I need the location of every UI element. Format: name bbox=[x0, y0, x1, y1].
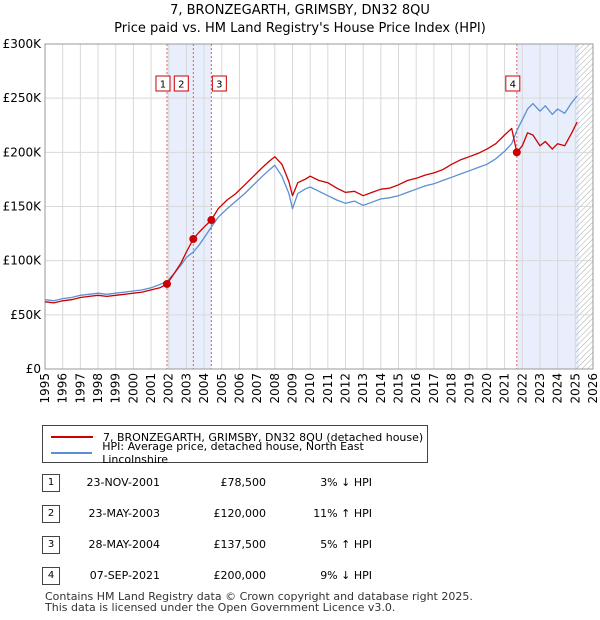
transaction-number: 1 bbox=[42, 474, 60, 492]
plot-frame bbox=[44, 43, 594, 370]
x-tick-label: 2006 bbox=[232, 373, 246, 404]
transaction-hpi: 11% ↑ HPI bbox=[313, 507, 372, 520]
footer-licence: This data is licensed under the Open Gov… bbox=[45, 601, 396, 614]
transaction-row: 3 28-MAY-2004 £137,500 5% ↑ HPI bbox=[0, 536, 600, 554]
transaction-row: 1 23-NOV-2001 £78,500 3% ↓ HPI bbox=[0, 474, 600, 492]
legend-swatch-hpi bbox=[51, 452, 93, 454]
property-price-line bbox=[44, 121, 578, 304]
transaction-row: 2 23-MAY-2003 £120,000 11% ↑ HPI bbox=[0, 505, 600, 523]
x-tick-label: 1997 bbox=[73, 373, 87, 404]
sale-point bbox=[162, 279, 171, 288]
x-tick-label: 2009 bbox=[285, 373, 299, 404]
transaction-date: 28-MAY-2004 bbox=[88, 538, 160, 551]
legend: 7, BRONZEGARTH, GRIMSBY, DN32 8QU (detac… bbox=[42, 425, 428, 466]
x-tick-label: 2017 bbox=[427, 373, 441, 404]
transaction-row: 4 07-SEP-2021 £200,000 9% ↓ HPI bbox=[0, 567, 600, 585]
transaction-hpi: 5% ↑ HPI bbox=[320, 538, 372, 551]
x-tick-label: 2013 bbox=[356, 373, 370, 404]
x-tick-label: 2012 bbox=[339, 373, 353, 404]
transaction-price: £137,500 bbox=[213, 538, 267, 551]
sale-label-box bbox=[505, 75, 521, 92]
x-tick-label: 2010 bbox=[303, 373, 317, 404]
x-tick-label: 2003 bbox=[179, 373, 193, 404]
sale-label-box bbox=[211, 75, 227, 92]
hpi-line bbox=[44, 95, 578, 302]
y-tick-label: £300K bbox=[3, 37, 43, 51]
x-tick-label: 2007 bbox=[250, 373, 264, 404]
transaction-hpi: 9% ↓ HPI bbox=[320, 569, 372, 582]
x-tick-label: 2024 bbox=[551, 373, 565, 404]
footer-copyright: Contains HM Land Registry data © Crown c… bbox=[45, 590, 473, 603]
x-tick-label: 2015 bbox=[392, 373, 406, 404]
x-tick-label: 2021 bbox=[498, 373, 512, 404]
x-tick-label: 2005 bbox=[215, 373, 229, 404]
x-tick-label: 2008 bbox=[268, 373, 282, 404]
x-tick-label: 2018 bbox=[445, 373, 459, 404]
transaction-date: 23-MAY-2003 bbox=[88, 507, 160, 520]
x-tick-label: 2020 bbox=[480, 373, 494, 404]
chart-title: 7, BRONZEGARTH, GRIMSBY, DN32 8QU bbox=[170, 3, 430, 18]
transaction-price: £78,500 bbox=[220, 476, 267, 489]
y-tick-label: £50K bbox=[10, 308, 42, 322]
transaction-hpi: 3% ↓ HPI bbox=[320, 476, 372, 489]
x-tick-label: 2001 bbox=[144, 373, 158, 404]
sale-label-box bbox=[173, 75, 189, 92]
transaction-number: 3 bbox=[42, 536, 60, 554]
transaction-price: £120,000 bbox=[213, 507, 267, 520]
transaction-date: 23-NOV-2001 bbox=[86, 476, 160, 489]
sale-label-box bbox=[155, 75, 171, 92]
legend-item-property: 7, BRONZEGARTH, GRIMSBY, DN32 8QU (detac… bbox=[51, 429, 423, 445]
transaction-date: 07-SEP-2021 bbox=[89, 569, 160, 582]
x-tick-label: 1999 bbox=[109, 373, 123, 404]
x-tick-label: 1995 bbox=[38, 373, 52, 404]
y-tick-label: £250K bbox=[3, 91, 43, 105]
sale-label: 2 bbox=[178, 80, 184, 91]
y-tick-label: £0 bbox=[26, 362, 41, 376]
legend-swatch-property bbox=[51, 436, 93, 438]
chart-subtitle: Price paid vs. HM Land Registry's House … bbox=[114, 21, 486, 36]
x-tick-label: 2023 bbox=[533, 373, 547, 404]
x-tick-label: 2016 bbox=[409, 373, 423, 404]
x-tick-label: 2004 bbox=[197, 373, 211, 404]
x-tick-label: 2025 bbox=[568, 373, 582, 404]
sale-point bbox=[207, 216, 216, 225]
sale-point bbox=[189, 235, 198, 243]
x-tick-label: 2022 bbox=[515, 373, 529, 404]
y-tick-label: £150K bbox=[3, 200, 43, 214]
legend-label-hpi: HPI: Average price, detached house, Nort… bbox=[102, 440, 364, 466]
x-tick-label: 2019 bbox=[462, 373, 476, 404]
transaction-number: 2 bbox=[42, 505, 60, 523]
sale-label: 1 bbox=[160, 80, 166, 91]
x-tick-label: 2014 bbox=[374, 373, 388, 404]
y-tick-label: £200K bbox=[3, 145, 43, 159]
legend-label-property: 7, BRONZEGARTH, GRIMSBY, DN32 8QU (detac… bbox=[103, 430, 424, 444]
sale-label: 3 bbox=[216, 80, 222, 91]
transaction-number: 4 bbox=[42, 567, 60, 585]
price-chart: 1 2 3 4 £0 £50K £100K £150K £200K £250K £300K 1995 1… bbox=[3, 37, 600, 404]
x-tick-label: 1996 bbox=[56, 373, 70, 404]
transaction-price: £200,000 bbox=[213, 569, 267, 582]
sale-point bbox=[512, 148, 521, 157]
x-tick-label: 2011 bbox=[321, 373, 335, 404]
sale-label: 4 bbox=[510, 80, 516, 91]
x-tick-label: 1998 bbox=[91, 373, 105, 404]
legend-item-hpi: HPI: Average price, detached house, Nort… bbox=[51, 440, 427, 466]
x-tick-label: 2000 bbox=[126, 373, 140, 404]
x-tick-label: 2026 bbox=[586, 373, 600, 404]
y-tick-label: £100K bbox=[3, 254, 43, 268]
x-tick-label: 2002 bbox=[162, 373, 176, 404]
